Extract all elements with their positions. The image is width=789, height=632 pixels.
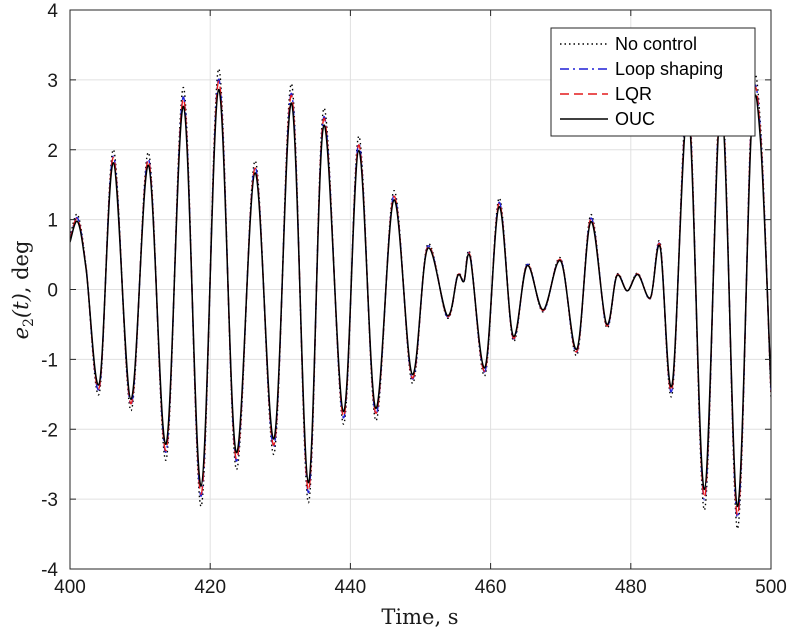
legend-label: LQR [615,84,652,104]
x-tick-label: 440 [335,577,367,598]
series-line-3 [70,88,771,508]
y-tick-label: 1 [47,211,58,232]
legend-box [550,27,756,137]
legend: No control Loop shaping LQR OUC [550,27,756,137]
y-tick-label: -2 [41,420,58,441]
x-tick-label: 500 [755,577,787,598]
y-tick-label: 4 [47,1,58,22]
x-tick-label: 480 [615,577,647,598]
y-tick-label: 0 [47,281,58,302]
legend-label: Loop shaping [615,59,723,79]
y-axis-label: e2(t), deg [9,241,37,340]
axis-ticks: 400 420 440 460 480 500 -4 -3 -2 -1 0 1 2 3 4 [41,1,787,598]
legend-label: OUC [615,109,655,129]
y-tick-label: -4 [41,560,58,581]
x-tick-label: 400 [54,577,86,598]
legend-label: No control [615,34,697,54]
series-layer [70,68,771,530]
x-tick-label: 460 [475,577,507,598]
y-tick-label: -3 [41,490,58,511]
y-tick-label: 2 [47,141,58,162]
y-tick-label: -1 [41,350,58,371]
y-tick-label: 3 [47,71,58,92]
x-tick-label: 420 [194,577,226,598]
x-axis-label: Time, s [381,605,458,629]
